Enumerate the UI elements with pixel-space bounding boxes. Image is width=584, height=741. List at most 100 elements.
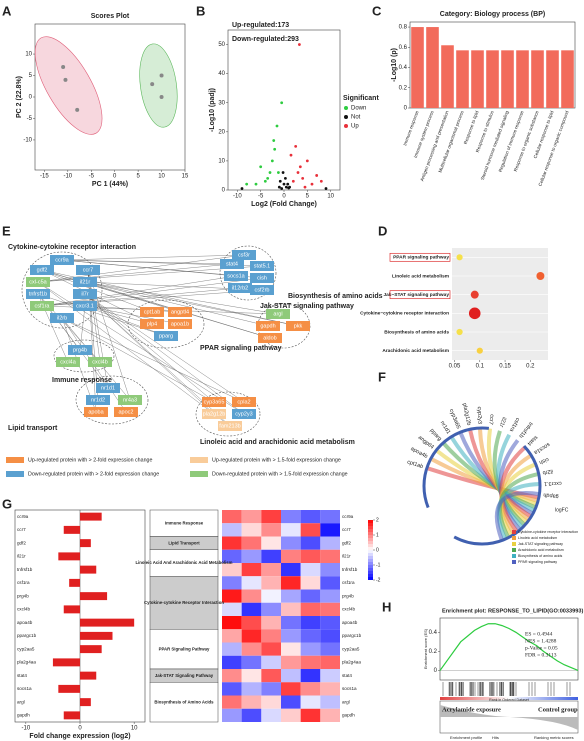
heatmap-cell [222,549,242,563]
legend-label: Down [351,106,366,112]
node [202,397,226,407]
bar [471,50,484,108]
legend-label: Not [351,115,361,121]
annotation: p-Value = 0.05 [525,645,558,651]
node-label: stat4 [226,261,238,267]
y-category-label: il21r [17,554,26,559]
heatmap-cell [241,602,262,616]
point [315,174,319,177]
chord-label: apoa4b [409,446,428,460]
node-label: cyp3a65 [204,399,225,405]
bar [441,45,454,108]
legend-label: Arachidonic acid metabolism [518,548,564,552]
bar [546,50,559,108]
colorbar-step [368,547,373,550]
x-tick-label: Immune response [402,110,419,147]
y-tick-label: 5 [29,73,33,79]
chord-label: gapdh [543,491,559,499]
heatmap-cell [222,682,242,696]
node [286,321,310,331]
pathway-label: Immune Response [165,520,204,525]
node-label: pla2g12b [203,411,226,417]
es-line [439,623,579,672]
bar [80,539,91,548]
edge [84,293,245,415]
chord-label: cxcr3.1 [544,480,562,487]
heatmap-cell [320,695,340,709]
point [298,165,302,169]
bar [80,671,97,680]
colorbar-step [368,568,373,571]
cluster-title: Linoleic acid and arachidonic acid metab… [200,439,355,446]
heatmap-cell [300,682,321,696]
cluster-title: Biosynthesis of amino acids [288,293,383,300]
node [258,333,282,343]
heatmap-cell [300,563,321,577]
x-axis-label: Fold change expression (log2) [29,733,130,740]
heatmap-cell [222,616,242,630]
pathway-label: Linoleic Acid And Arachidonic Acid Metab… [135,560,232,565]
cluster-outline [53,339,115,373]
point [277,185,281,189]
y-category-label: PPAR signaling pathway [393,255,449,261]
y-tick-label: 0.2 [429,649,438,655]
point [303,185,307,189]
chord-label: tnfrsf1b [517,421,533,439]
chart-title: Enrichment plot: RESPONSE_TO_LIPID(GO:00… [442,608,583,614]
x-tick-label: 0 [113,174,117,180]
heatmap-cell [222,669,242,683]
legend-label: Hits [492,735,499,740]
pathway-label: Lipid Transport [168,540,200,545]
x-tick-label: Steroid hormone mediated signaling [480,110,510,181]
cluster-outline [21,251,103,329]
x-axis-label: Rank in Ordered Dataset [489,698,529,702]
y-tick-label: 0.6 [399,45,408,51]
heatmap-cell [320,629,340,643]
bar [426,27,439,108]
heatmap-cell [281,655,301,669]
colorbar-step [368,562,373,565]
node-label: cxcl4a [60,359,77,365]
heatmap-cell [320,616,340,630]
legend-label: Up [351,124,359,130]
legend-swatch [512,548,516,552]
heatmap-cell [241,629,262,643]
heatmap-cell [222,602,242,616]
heatmap-cell [261,589,281,603]
edge [84,281,299,327]
node-label: il21r [80,279,91,285]
plot-frame [439,617,579,681]
point [281,171,285,174]
point [273,147,277,151]
heatmap-cell [281,682,301,696]
confidence-ellipse [34,36,103,135]
node-label: nr1d2 [91,397,105,403]
heatmap-cell [281,616,301,630]
point [291,179,295,183]
x-axis-label: Log2 (Fold Change) [251,201,317,208]
x-tick-label: 0.15 [499,364,511,370]
legend-label: Linoleic acid metabolism [518,536,557,540]
node-label: tnfrsf1b [29,291,47,297]
heatmap-cell [281,642,301,656]
colorbar-step [368,520,373,523]
heatmap-cell [300,616,321,630]
row-label: gapdh [342,713,355,718]
edge [61,254,245,261]
node [224,271,248,281]
highlight-box [389,252,451,262]
colorbar-step [368,535,373,538]
heatmap-cell [320,655,340,669]
node-label: cpla2 [237,399,250,405]
point [278,179,282,183]
y-category-label: cxcl4b [17,607,30,612]
heatmap-cell [241,510,262,524]
heatmap-cell [320,589,340,603]
y-category-label: apoa4b [17,620,33,625]
y-category-label: Biosynthesis of amino acids [384,329,449,335]
bar [486,50,499,108]
heatmap-cell [261,708,281,722]
heatmap-cell [320,549,340,563]
x-tick-label: 5 [306,194,310,200]
heatmap-cell [241,695,262,709]
